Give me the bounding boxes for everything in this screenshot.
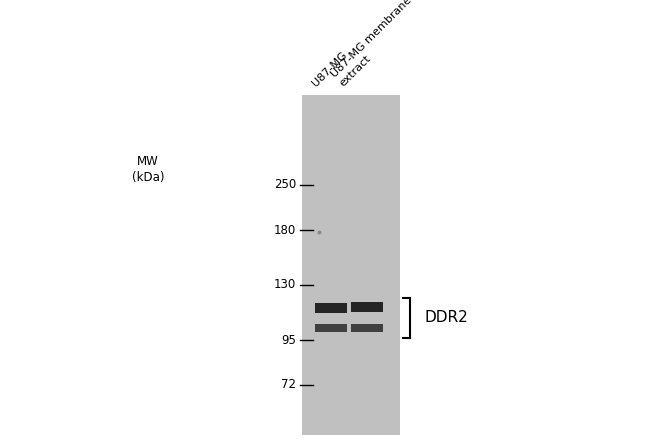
Bar	[350, 302, 383, 312]
Text: U87-MG: U87-MG	[310, 49, 348, 88]
Bar	[350, 324, 383, 332]
Bar	[315, 303, 347, 313]
Text: 180: 180	[274, 223, 296, 236]
Text: 95: 95	[281, 333, 296, 347]
Text: 130: 130	[274, 279, 296, 291]
Text: 72: 72	[281, 379, 296, 392]
Text: U87-MG membrane
extract: U87-MG membrane extract	[330, 0, 422, 88]
Text: MW
(kDa): MW (kDa)	[132, 155, 164, 184]
Text: 250: 250	[274, 178, 296, 191]
Bar	[302, 95, 400, 435]
Text: DDR2: DDR2	[425, 311, 469, 325]
Bar	[315, 324, 347, 332]
